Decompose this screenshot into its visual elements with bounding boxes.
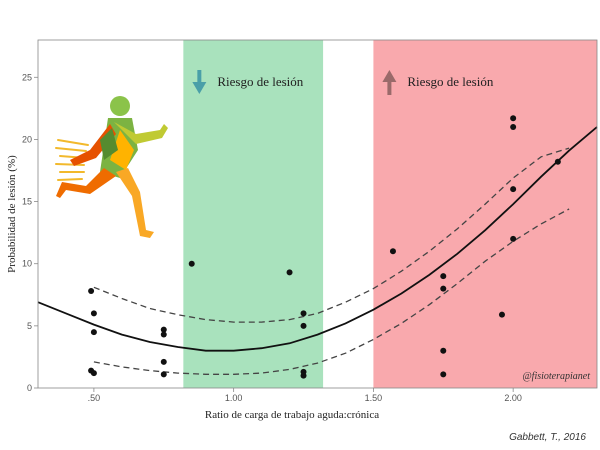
x-axis-title: Ratio de carga de trabajo aguda:crónica xyxy=(205,409,379,421)
runner-icon xyxy=(55,96,168,238)
x-tick-label: 2.00 xyxy=(504,393,522,403)
y-tick-label: 20 xyxy=(22,134,32,144)
data-point-17 xyxy=(440,285,447,292)
data-point-7 xyxy=(160,358,167,365)
risk-band-label-0: Riesgo de lesión xyxy=(217,74,303,89)
arrow-up-icon xyxy=(382,70,397,95)
data-point-2 xyxy=(90,329,97,336)
x-tick-label: 1.50 xyxy=(365,393,383,403)
data-point-0 xyxy=(88,288,95,295)
y-tick-label: 25 xyxy=(22,72,32,82)
data-point-19 xyxy=(440,371,447,378)
data-point-10 xyxy=(286,269,293,276)
data-point-9 xyxy=(188,260,195,267)
data-point-23 xyxy=(510,186,517,193)
data-point-24 xyxy=(510,235,517,242)
plot-frame xyxy=(37,39,598,389)
data-point-22 xyxy=(510,124,517,130)
risk-bands: Riesgo de lesión Riesgo de lesión xyxy=(183,40,597,388)
y-tick-label: 10 xyxy=(22,259,32,269)
fit-curve xyxy=(37,126,598,352)
ci-upper-line xyxy=(93,147,570,323)
risk-band-1 xyxy=(373,40,597,388)
y-tick-label: 0 xyxy=(27,383,32,393)
x-tick-label: 1.00 xyxy=(225,393,243,403)
data-point-5 xyxy=(160,326,167,333)
data-point-15 xyxy=(389,248,396,255)
data-point-1 xyxy=(90,310,97,317)
data-point-21 xyxy=(510,115,517,122)
data-point-12 xyxy=(300,322,307,329)
axis-ticks: .50 1.00 1.50 2.00 0 5 10 15 20 25 xyxy=(22,72,522,403)
y-axis-title: Probabilidad de lesión (%) xyxy=(6,155,18,273)
fit-line xyxy=(37,126,598,352)
data-point-6 xyxy=(160,331,167,338)
watermark: @fisioterapianet xyxy=(522,371,590,382)
data-points xyxy=(88,115,561,379)
data-point-14 xyxy=(300,372,307,379)
data-point-4 xyxy=(90,370,97,377)
x-tick-label: .50 xyxy=(88,393,101,403)
data-point-16 xyxy=(440,273,447,280)
confidence-interval xyxy=(93,147,570,375)
risk-band-0 xyxy=(183,40,324,388)
arrow-down-icon xyxy=(192,70,207,94)
data-point-25 xyxy=(554,158,561,165)
ci-lower-line xyxy=(93,208,570,375)
y-tick-label: 5 xyxy=(27,321,32,331)
risk-band-label-1: Riesgo de lesión xyxy=(407,74,493,89)
data-point-20 xyxy=(498,311,505,318)
data-point-11 xyxy=(300,310,307,317)
source-citation: Gabbett, T., 2016 xyxy=(509,432,586,443)
data-point-8 xyxy=(160,371,167,378)
data-point-18 xyxy=(440,347,447,354)
y-tick-label: 15 xyxy=(22,197,32,207)
